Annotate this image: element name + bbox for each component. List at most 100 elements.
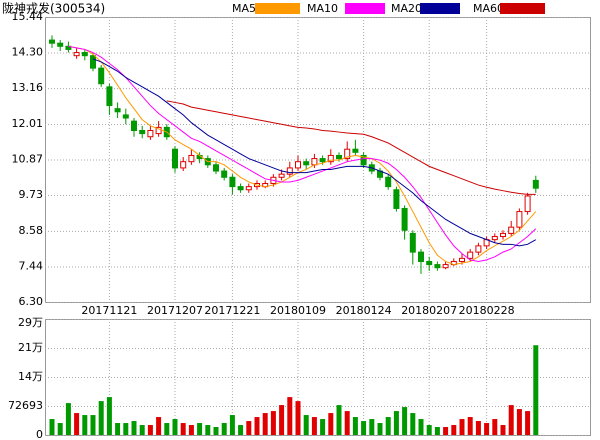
candle-body	[106, 86, 113, 107]
candle-body	[459, 257, 465, 262]
volume-bar	[90, 415, 96, 435]
volume-bar	[533, 345, 539, 435]
x-tick-label: 20180228	[459, 304, 515, 317]
y-tick-label: 72693	[8, 399, 43, 412]
volume-bar	[106, 397, 112, 435]
volume-bar	[393, 411, 399, 435]
candle-body	[360, 154, 367, 166]
candle-body	[393, 189, 400, 209]
volume-bar	[205, 425, 211, 435]
candle-body	[122, 114, 129, 119]
candle-body	[229, 176, 236, 188]
volume-bar	[123, 423, 129, 435]
x-tick-label: 20171121	[81, 304, 137, 317]
volume-bar	[139, 425, 145, 435]
volume-bar	[172, 419, 178, 435]
volume-bar	[303, 415, 309, 435]
volume-bar	[147, 425, 153, 435]
volume-bar	[328, 413, 334, 435]
candle-body	[467, 251, 474, 259]
y-tick-label: 14万	[18, 370, 43, 383]
volume-bar	[246, 421, 252, 435]
candle-body	[532, 179, 539, 189]
volume-bar	[377, 423, 383, 435]
candle-body	[426, 260, 433, 266]
candle-body	[180, 161, 187, 169]
ma-line	[68, 45, 537, 262]
candle-body	[57, 42, 64, 47]
candle-body	[418, 251, 424, 262]
legend-label: MA5	[232, 2, 256, 15]
candle-body	[442, 264, 449, 269]
volume-bar	[279, 405, 285, 435]
legend-swatch	[345, 3, 385, 14]
volume-bar	[475, 421, 481, 435]
y-tick-label: 10.87	[12, 153, 44, 166]
y-tick-label: 13.16	[12, 81, 44, 94]
candle-body	[147, 130, 154, 138]
volume-bar	[238, 425, 244, 435]
volume-bar	[180, 423, 186, 435]
candle-body	[491, 236, 498, 241]
y-tick-label: 0	[36, 428, 43, 440]
candle-body	[295, 161, 301, 169]
y-tick-label: 8.58	[19, 224, 44, 237]
candle-body	[139, 130, 146, 135]
volume-bar	[98, 401, 104, 435]
volume-bar	[344, 411, 350, 435]
volume-bar	[254, 417, 260, 435]
volume-bar	[270, 411, 276, 435]
legend-swatch	[420, 3, 460, 14]
y-tick-label: 21万	[18, 341, 43, 354]
volume-bar	[287, 397, 293, 435]
volume-bar	[49, 419, 55, 435]
candle-body	[336, 154, 342, 160]
ma-line	[166, 100, 536, 195]
y-tick-label: 12.01	[12, 117, 44, 130]
candle-body	[131, 120, 137, 132]
candle-body	[213, 164, 219, 172]
volume-bar	[443, 427, 449, 435]
volume-bar	[484, 423, 490, 435]
x-tick-label: 20180207	[401, 304, 457, 317]
x-tick-label: 20180109	[270, 304, 326, 317]
legend-label: MA60	[473, 2, 504, 15]
candle-body	[385, 176, 392, 188]
volume-bar	[352, 417, 358, 435]
volume-bar	[467, 417, 473, 435]
candle-body	[49, 39, 55, 44]
volume-bar	[426, 425, 432, 435]
candle-body	[475, 245, 482, 253]
volume-bar	[369, 419, 375, 435]
volume-bar	[385, 417, 391, 435]
volume-bar	[320, 419, 326, 435]
candle-body	[114, 108, 121, 113]
volume-bar	[262, 413, 268, 435]
volume-bar	[131, 421, 137, 435]
legend-swatch	[255, 3, 300, 14]
volume-bar	[492, 419, 498, 435]
volume-bar	[525, 411, 531, 435]
volume-bar	[164, 423, 170, 435]
chart-title: 陇神戎发(300534)	[2, 1, 105, 16]
volume-bar	[65, 403, 71, 435]
candle-body	[303, 161, 310, 166]
candle-body	[516, 211, 523, 228]
y-tick-label: 29万	[18, 316, 43, 329]
candle-body	[409, 232, 416, 253]
volume-bar	[229, 415, 235, 435]
volume-bar	[115, 423, 121, 435]
volume-bar	[410, 413, 416, 435]
legend-label: MA10	[307, 2, 338, 15]
y-tick-label: 9.73	[19, 188, 44, 201]
volume-bar	[74, 413, 80, 435]
candle-body	[319, 158, 326, 163]
y-tick-label: 14.30	[12, 46, 44, 59]
volume-bar	[295, 401, 301, 435]
candle-body	[73, 52, 80, 57]
candle-body	[508, 226, 515, 234]
volume-bar	[500, 425, 506, 435]
y-tick-label: 7.44	[19, 259, 44, 272]
volume-bar	[156, 417, 162, 435]
